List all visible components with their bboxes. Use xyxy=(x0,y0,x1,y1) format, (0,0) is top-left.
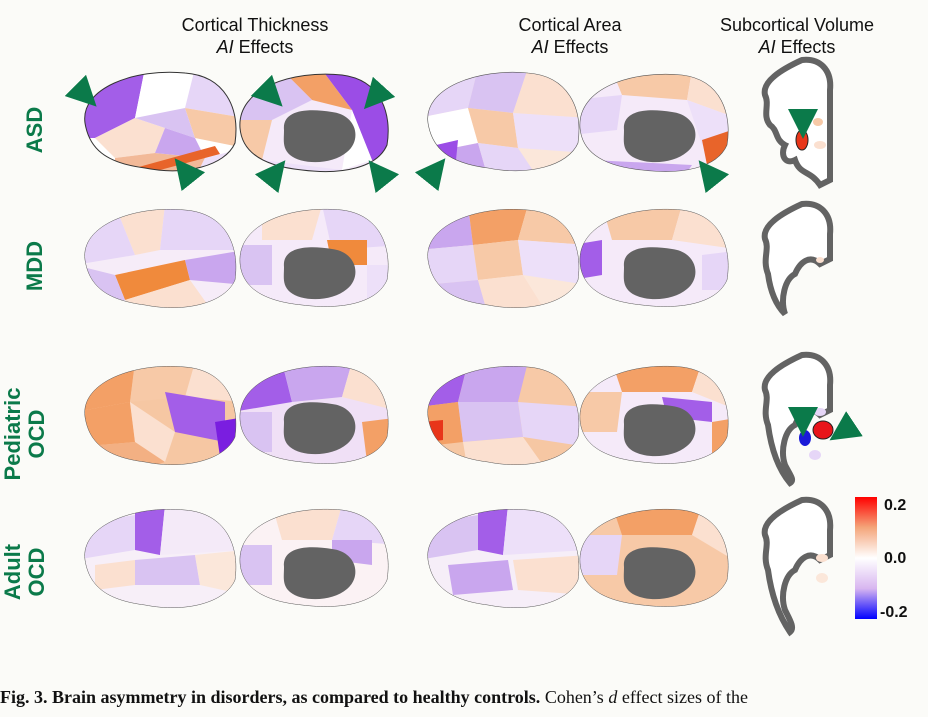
mdd-ca-lateral-brain xyxy=(427,209,580,308)
arrow-icon xyxy=(254,160,286,194)
mdd-ca-medial-brain xyxy=(579,209,729,307)
colorbar-max-label: 0.2 xyxy=(884,497,907,514)
arrow-icon xyxy=(250,74,283,107)
column-title-text: Subcortical Volume xyxy=(719,15,875,35)
arrow-icon xyxy=(64,74,97,107)
column-title-cortical-area: Cortical Area AI Effects xyxy=(470,14,670,58)
pocd-subcortical-slice xyxy=(761,351,834,487)
mdd-ct-lateral-brain xyxy=(84,209,237,308)
arrow-icon xyxy=(363,76,396,110)
column-title-text: Cortical Thickness xyxy=(181,15,329,35)
column-subtitle: AI Effects xyxy=(470,36,670,58)
effects-text: Effects xyxy=(233,37,294,57)
figure-caption: Fig. 3. Brain asymmetry in disorders, as… xyxy=(0,683,928,717)
column-subtitle: AI Effects xyxy=(150,36,360,58)
caption-pre: Cohen’s xyxy=(540,687,609,707)
pocd-ca-lateral-brain xyxy=(427,366,580,465)
asd-ca-medial-brain xyxy=(579,73,729,172)
asd-ct-lateral-brain xyxy=(84,71,237,172)
colorbar-min-label: -0.2 xyxy=(880,604,908,621)
effects-text: Effects xyxy=(548,37,609,57)
asd-ca-lateral-brain xyxy=(427,71,580,171)
colorbar-mid-label: 0.0 xyxy=(884,550,907,567)
pocd-ct-lateral-brain xyxy=(84,366,237,465)
ai-italic: AI xyxy=(216,37,234,57)
column-title-subcortical-volume: Subcortical Volume AI Effects xyxy=(706,14,888,58)
arrow-icon xyxy=(174,158,206,192)
column-subtitle: AI Effects xyxy=(706,36,888,58)
pocd-ca-medial-brain xyxy=(579,366,729,464)
asd-subcortical-slice xyxy=(761,56,834,189)
ai-italic: AI xyxy=(531,37,549,57)
asd-ct-medial-brain xyxy=(239,73,389,173)
aocd-subcortical-slice xyxy=(761,496,834,637)
arrow-icon xyxy=(414,158,446,192)
arrow-icon xyxy=(829,411,863,441)
aocd-ct-medial-brain xyxy=(239,509,389,607)
mdd-subcortical-slice xyxy=(761,200,834,317)
caption-post: effect sizes of the xyxy=(617,687,748,707)
ai-italic: AI xyxy=(758,37,776,57)
aocd-ca-lateral-brain xyxy=(427,509,580,608)
column-title-text: Cortical Area xyxy=(518,15,622,35)
asd-arrows xyxy=(64,74,730,194)
aocd-ct-lateral-brain xyxy=(84,509,237,608)
brain-figure xyxy=(64,56,877,637)
caption-italic: d xyxy=(608,687,618,707)
mdd-ct-medial-brain xyxy=(239,209,389,307)
aocd-ca-medial-brain xyxy=(579,509,729,607)
caption-bold: Fig. 3. Brain asymmetry in disorders, as… xyxy=(0,687,541,707)
colorbar xyxy=(855,497,877,619)
column-title-cortical-thickness: Cortical Thickness AI Effects xyxy=(150,14,360,58)
arrow-icon xyxy=(698,160,730,194)
effects-text: Effects xyxy=(775,37,836,57)
pocd-ct-medial-brain xyxy=(239,366,389,464)
arrow-icon xyxy=(368,160,400,194)
